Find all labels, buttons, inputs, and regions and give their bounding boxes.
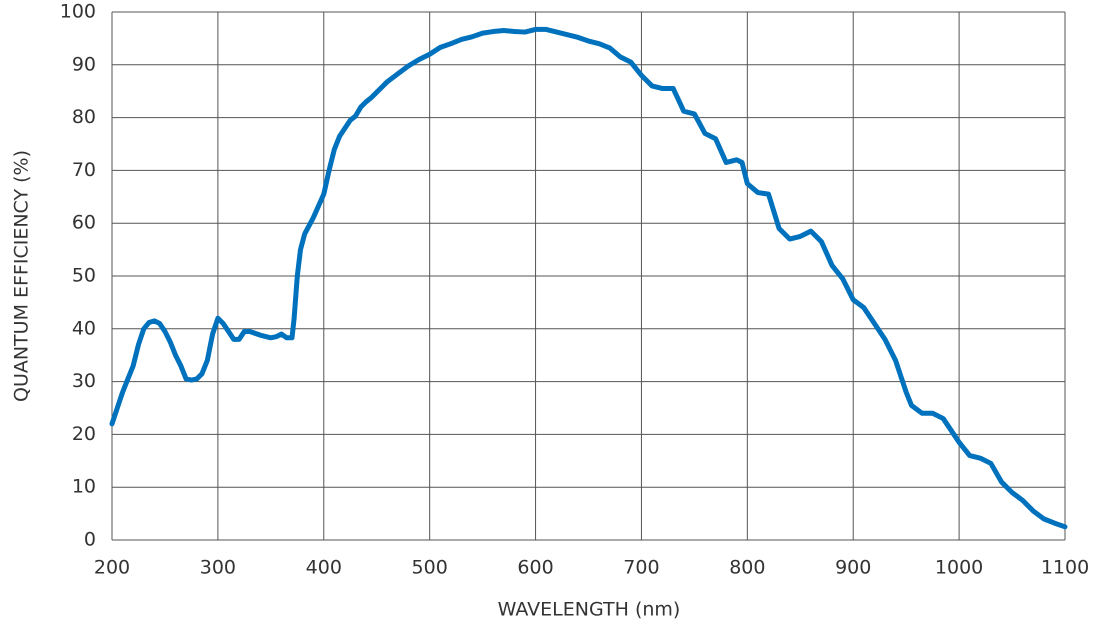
y-tick-label: 90: [72, 53, 96, 75]
y-tick-label: 0: [84, 529, 96, 551]
y-tick-label: 10: [72, 476, 96, 498]
y-tick-label: 50: [72, 265, 96, 287]
y-tick-label: 100: [60, 1, 96, 23]
x-axis-label: WAVELENGTH (nm): [498, 599, 681, 621]
y-tick-label: 30: [72, 370, 96, 392]
y-tick-label: 60: [72, 212, 96, 234]
y-tick-label: 40: [72, 317, 96, 339]
x-tick-label: 400: [306, 557, 342, 579]
x-tick-label: 700: [623, 557, 659, 579]
y-tick-label: 80: [72, 106, 96, 128]
y-tick-label: 70: [72, 159, 96, 181]
x-tick-label: 600: [517, 557, 553, 579]
x-tick-label: 500: [412, 557, 448, 579]
x-tick-label: 300: [200, 557, 236, 579]
x-tick-label: 900: [835, 557, 871, 579]
data-line: [109, 26, 1068, 530]
y-tick-label: 20: [72, 423, 96, 445]
x-tick-label: 200: [94, 557, 130, 579]
x-tick-label: 800: [729, 557, 765, 579]
y-axis-label: QUANTUM EFFICIENCY (%): [11, 150, 33, 402]
x-tick-label: 1000: [935, 557, 983, 579]
x-tick-label: 1100: [1041, 557, 1089, 579]
